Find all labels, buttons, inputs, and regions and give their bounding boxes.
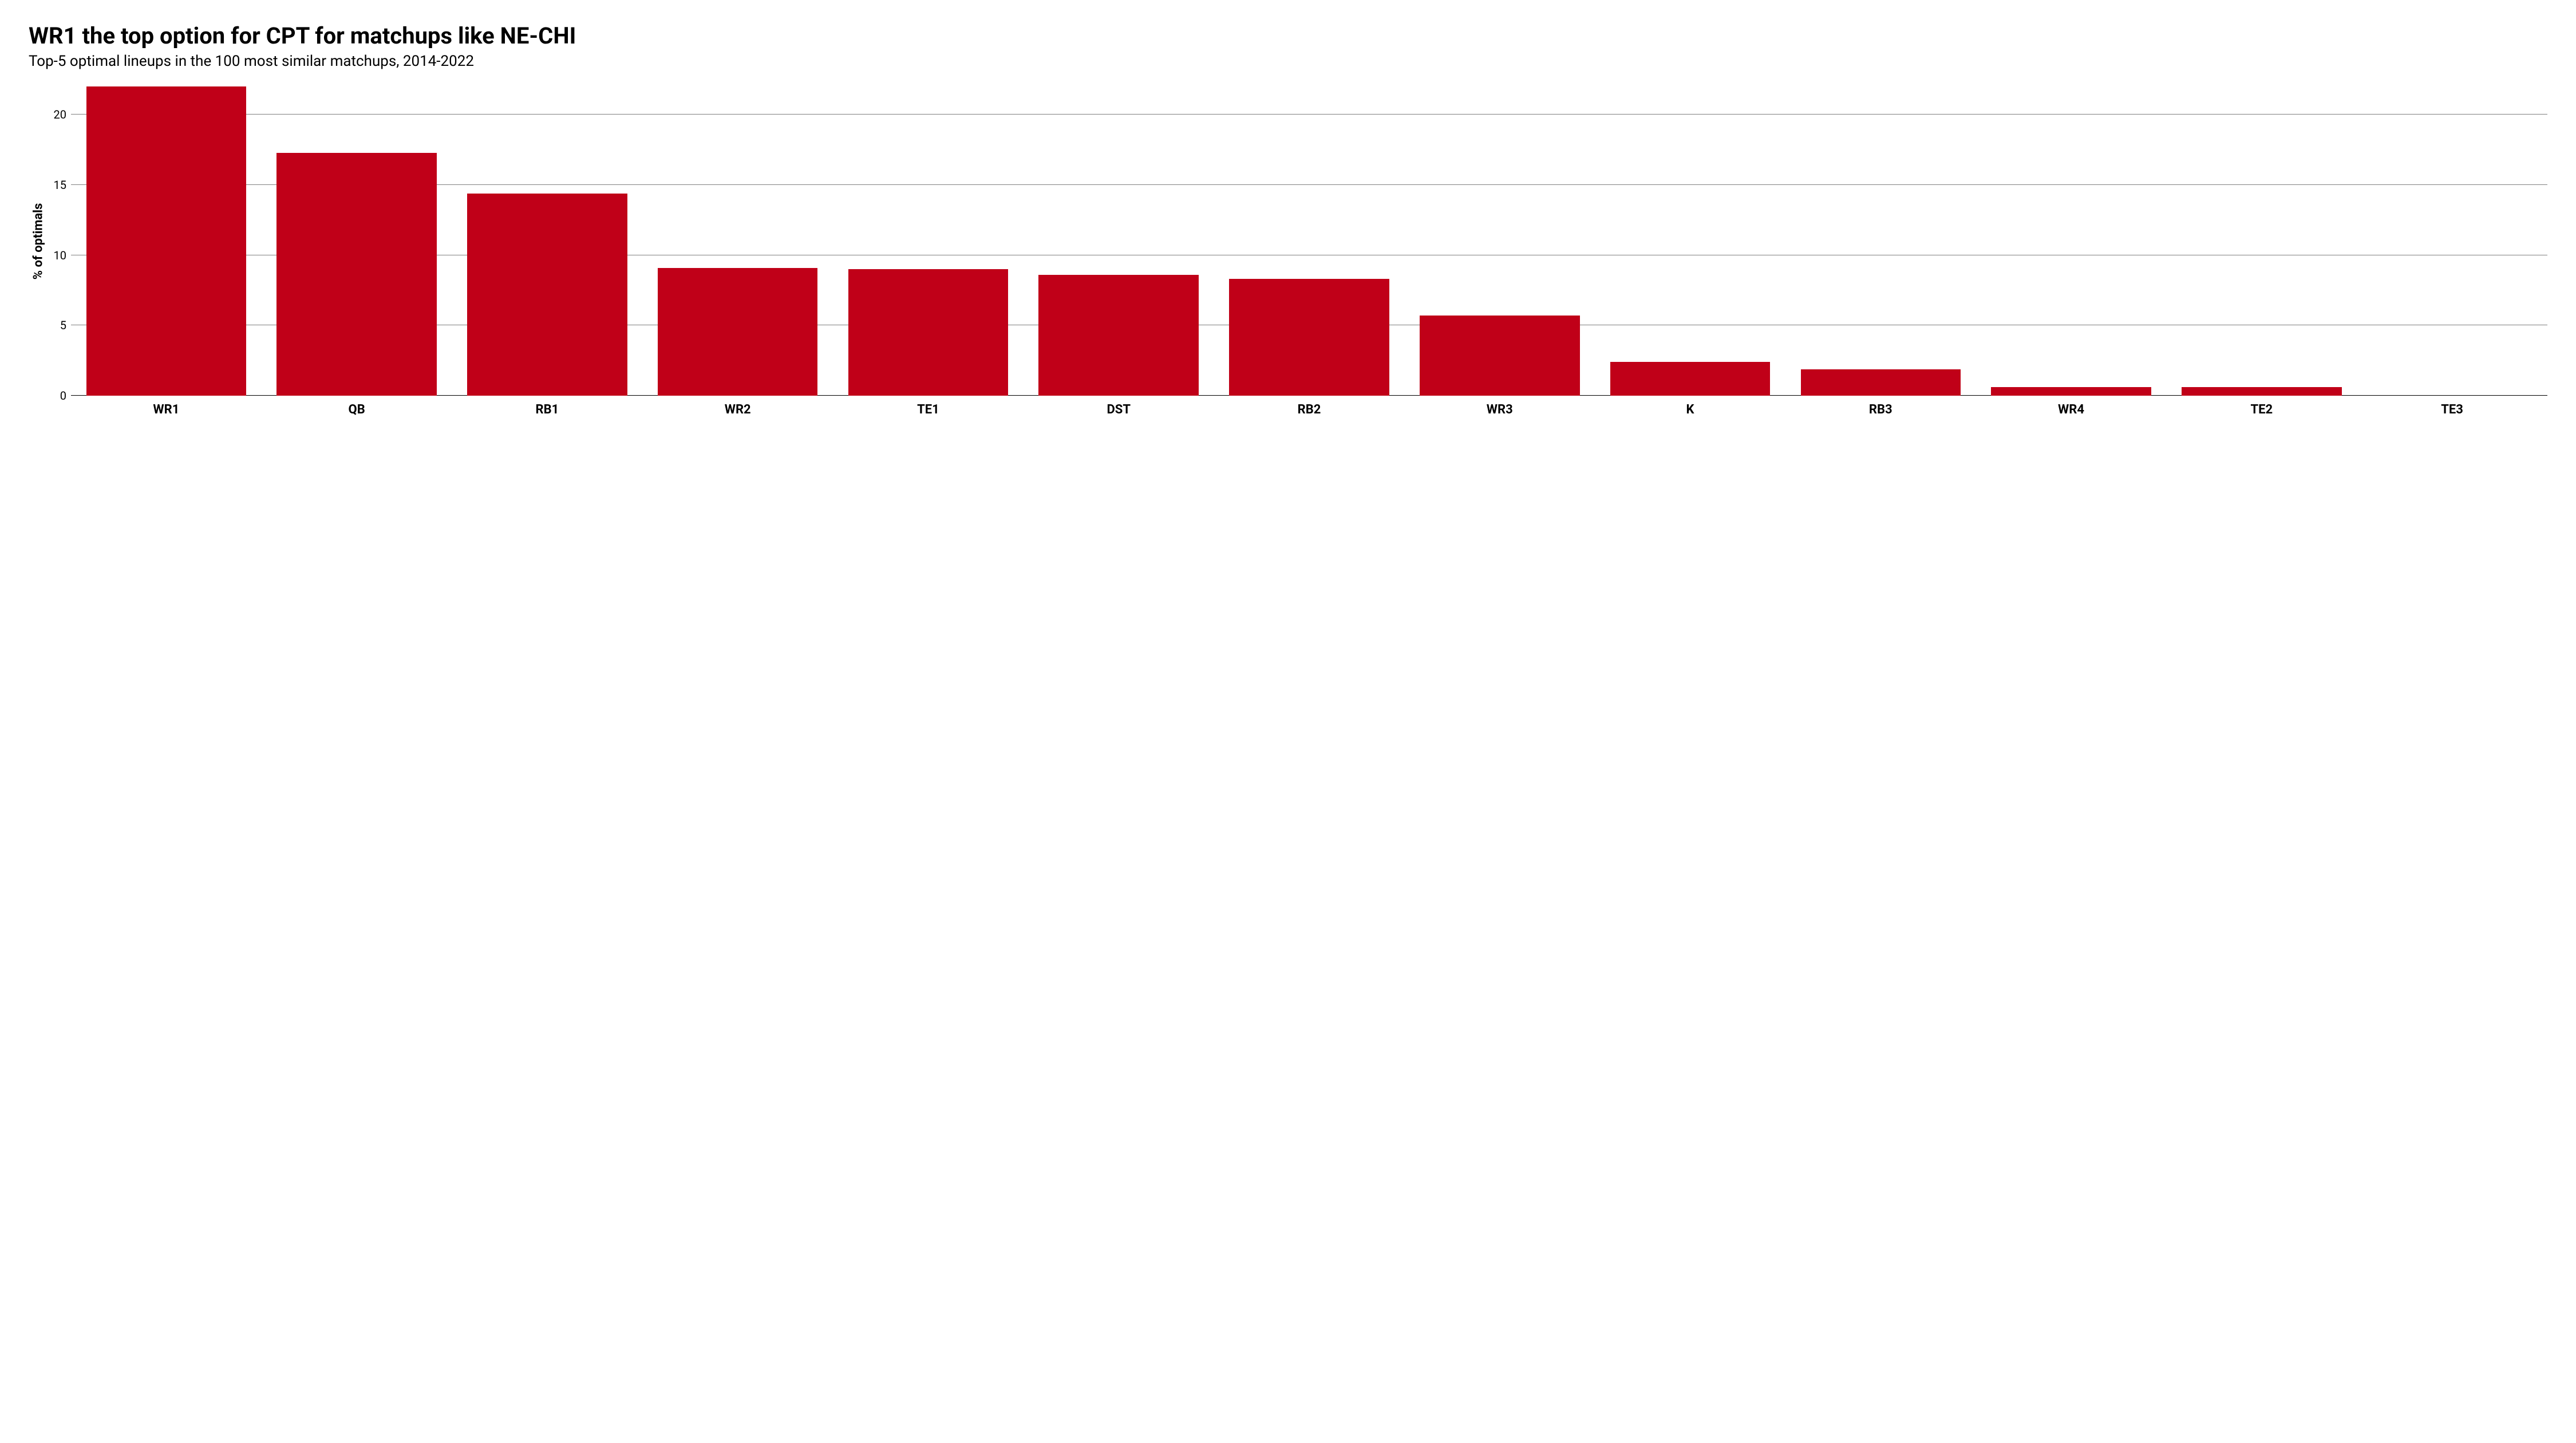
bar-rb2 — [1229, 279, 1389, 396]
bar-rb1 — [467, 194, 627, 396]
x-tick: RB1 — [452, 403, 643, 417]
bar-slot — [1214, 86, 1405, 396]
x-tick: WR3 — [1404, 403, 1595, 417]
bars-row — [71, 86, 2547, 396]
bar-qb — [276, 153, 437, 396]
x-tick: QB — [262, 403, 452, 417]
x-tick: RB3 — [1785, 403, 1976, 417]
bar-slot — [452, 86, 643, 396]
bar-slot — [1785, 86, 1976, 396]
chart-container: WR1 the top option for CPT for matchups … — [0, 0, 2576, 434]
y-axis-label-wrap: % of optimals — [29, 86, 48, 396]
x-tick: TE3 — [2357, 403, 2547, 417]
plot-wrapper: % of optimals 20151050 — [29, 86, 2547, 396]
x-ticks-row: WR1QBRB1WR2TE1DSTRB2WR3KRB3WR4TE2TE3 — [71, 403, 2547, 417]
bar-wr4 — [1991, 387, 2151, 396]
bar-slot — [2166, 86, 2357, 396]
bar-te2 — [2182, 387, 2342, 396]
y-tick: 20 — [54, 109, 66, 120]
x-tick: RB2 — [1214, 403, 1405, 417]
x-tick: WR1 — [71, 403, 262, 417]
bar-te1 — [848, 269, 1009, 396]
x-axis-spacer: WR1QBRB1WR2TE1DSTRB2WR3KRB3WR4TE2TE3 — [29, 396, 2547, 417]
bar-slot — [1595, 86, 1785, 396]
bar-rb3 — [1801, 369, 1961, 396]
x-tick: WR2 — [642, 403, 833, 417]
x-tick: TE1 — [833, 403, 1024, 417]
bar-wr1 — [86, 86, 247, 396]
y-tick: 10 — [54, 250, 66, 261]
x-tick: WR4 — [1976, 403, 2167, 417]
x-tick: DST — [1024, 403, 1214, 417]
bar-slot — [642, 86, 833, 396]
y-axis-label: % of optimals — [31, 203, 46, 279]
bar-k — [1610, 362, 1771, 396]
plot-area — [71, 86, 2547, 396]
bar-slot — [1976, 86, 2167, 396]
bar-slot — [1404, 86, 1595, 396]
bar-slot — [71, 86, 262, 396]
bar-slot — [262, 86, 452, 396]
bar-slot — [833, 86, 1024, 396]
y-tick: 5 — [60, 320, 66, 331]
bar-slot — [2357, 86, 2547, 396]
x-tick: TE2 — [2166, 403, 2357, 417]
y-tick: 15 — [54, 179, 66, 191]
chart-subtitle: Top-5 optimal lineups in the 100 most si… — [29, 53, 2547, 70]
bar-slot — [1024, 86, 1214, 396]
bar-dst — [1038, 275, 1199, 396]
bar-wr3 — [1420, 316, 1580, 396]
y-ticks-column: 20151050 — [48, 86, 71, 396]
bar-wr2 — [658, 268, 818, 396]
chart-title: WR1 the top option for CPT for matchups … — [29, 23, 2547, 49]
x-tick: K — [1595, 403, 1785, 417]
y-tick: 0 — [60, 390, 66, 401]
